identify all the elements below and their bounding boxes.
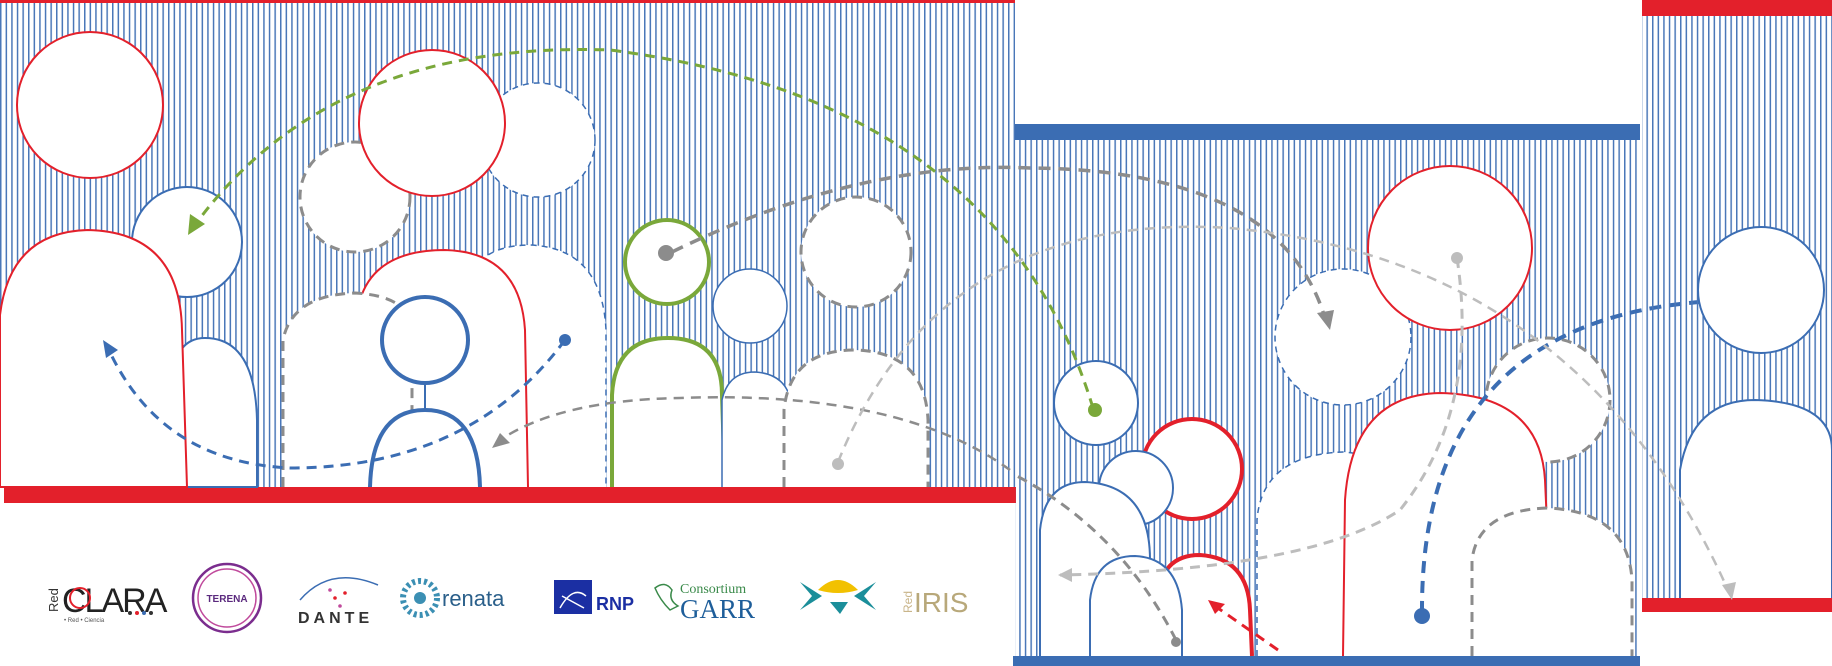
- logo-terena: TERENA: [191, 562, 263, 634]
- garr-top: Consortium: [680, 582, 746, 597]
- terena-ring-outer: [191, 562, 263, 634]
- panel-left-top-bar: [0, 0, 1015, 3]
- blue-person-head: [380, 295, 470, 385]
- panel-right: [1642, 0, 1832, 612]
- dante-star-4: [343, 591, 347, 595]
- terena-ring-inner: [197, 568, 257, 628]
- green-person-body: [610, 335, 727, 488]
- redclara-dot-1: [128, 611, 132, 615]
- redclara-globe-icon: [69, 587, 91, 609]
- green-person-head: [623, 218, 711, 306]
- partner-logos: Red CLARA • Red • Ciencia TERENA DANTE: [46, 562, 968, 634]
- emblem-left-icon: [800, 582, 822, 610]
- cross-panel-arrows: [188, 47, 1736, 600]
- logo-rnp: RNP: [554, 580, 634, 614]
- gray-dot-mid: [1171, 637, 1181, 647]
- gray-dashed-arrow-down: [1014, 473, 1178, 641]
- logo-renata: renata: [400, 578, 505, 618]
- panel-middle: [1013, 124, 1760, 666]
- renata-flower-icon: [400, 578, 440, 618]
- gray-dashed-arch-mid: [1470, 506, 1634, 656]
- green-dashed-arrow: [193, 47, 1095, 409]
- emblem-bottom-icon: [830, 602, 848, 614]
- redclara-prefix: Red: [46, 588, 61, 612]
- redclara-dot-2: [135, 611, 139, 615]
- blue-arrowhead: [103, 340, 118, 358]
- panel-right-bottom-bar: [1642, 598, 1832, 612]
- rnp-globe-icon: [559, 591, 587, 609]
- rnp-box-icon: [554, 580, 592, 614]
- gray-dashed-arch-right: [782, 348, 930, 487]
- red-dashed-arrow: [1214, 604, 1279, 652]
- emblem-arc-icon: [818, 580, 858, 593]
- logo-redclara: Red CLARA • Red • Ciencia: [46, 582, 170, 624]
- renata-name: renata: [442, 586, 505, 611]
- garr-italy-icon: [654, 583, 680, 611]
- blue-circle-mid-top: [1053, 360, 1139, 446]
- emblem-right-icon: [854, 582, 876, 610]
- dante-name: DANTE: [298, 610, 373, 627]
- redclara-sub: • Red • Ciencia: [64, 618, 105, 624]
- dante-swoosh-icon: [299, 577, 379, 601]
- dante-star-2: [333, 596, 337, 600]
- lightgray-arrowhead-right: [1722, 582, 1736, 600]
- red-circle: [16, 31, 164, 179]
- logo-dante: DANTE: [298, 577, 379, 627]
- blue-dashed-arrow: [106, 339, 567, 470]
- logo-emblem: [800, 580, 876, 614]
- renata-flower-core: [414, 592, 426, 604]
- blue-dashed-circle-mid: [1274, 268, 1412, 406]
- panel-right-top-bar: [1642, 0, 1832, 16]
- rediris-name: IRIS: [914, 587, 968, 618]
- lightgray-dot-left: [832, 458, 844, 470]
- lightgray-dashed-arc: [836, 225, 1730, 591]
- rnp-name: RNP: [596, 594, 634, 614]
- panel-left: [0, 0, 1016, 503]
- red-circle-mid: [358, 49, 506, 197]
- lightgray-arrowhead-left: [1058, 568, 1072, 582]
- gray-arrowhead-bottom: [492, 433, 510, 448]
- blue-arch-right: [1679, 398, 1832, 598]
- logo-rediris: Red IRIS: [901, 587, 968, 618]
- blue-dot: [559, 334, 571, 346]
- red-arrowhead: [1208, 600, 1225, 614]
- blue-dashed-arrow-right: [1419, 298, 1751, 614]
- gray-dashed-circle-right: [799, 195, 913, 309]
- panel-left-bottom-bar: [4, 487, 1016, 503]
- small-blue-arch: [721, 371, 793, 487]
- green-dot: [1088, 403, 1102, 417]
- terena-name: TERENA: [206, 594, 247, 605]
- blue-arch-mid-small: [1089, 554, 1183, 656]
- small-blue-circle: [712, 268, 788, 344]
- red-circle-big: [1367, 165, 1533, 331]
- garr-name: GARR: [680, 594, 755, 624]
- blue-dot-mid: [1414, 608, 1430, 624]
- logo-garr: Consortium GARR: [654, 582, 755, 624]
- dante-star-1: [328, 588, 332, 592]
- lightgray-dot: [1451, 252, 1463, 264]
- redclara-dot-4: [149, 611, 153, 615]
- dante-star-3: [338, 604, 342, 608]
- gray-arrowhead-top: [1317, 310, 1334, 330]
- lightgray-dashed-arrow: [1059, 257, 1464, 577]
- green-arrowhead: [188, 214, 205, 235]
- blue-person-body: [368, 407, 482, 488]
- gray-dashed-arrow-top: [671, 165, 1327, 319]
- gray-dashed-arrow-bottom: [499, 396, 1011, 472]
- gray-dot: [658, 245, 674, 261]
- panel-middle-bottom-bar: [1013, 656, 1640, 666]
- blue-circle-right: [1697, 226, 1825, 354]
- panel-middle-top-bar: [1015, 124, 1640, 140]
- red-arch: [0, 228, 189, 488]
- rediris-prefix: Red: [901, 591, 915, 613]
- redclara-dot-3: [142, 611, 146, 615]
